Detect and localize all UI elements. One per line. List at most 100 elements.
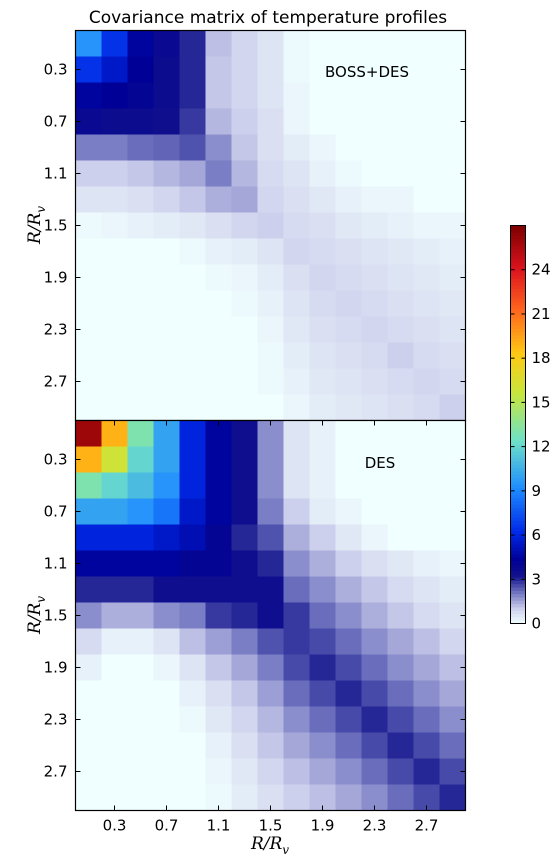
heatmap-cell-bottom-r9-c5: [205, 654, 232, 681]
heatmap-cell-top-r12-c6: [231, 342, 258, 369]
x-axis-label: R/Rv: [250, 834, 289, 857]
heatmap-cell-bottom-r10-c4: [179, 680, 206, 707]
heatmap-cell-bottom-r9-c12: [387, 654, 414, 681]
heatmap-cell-top-r7-c4: [179, 212, 206, 239]
heatmap-cell-top-r4-c14: [439, 134, 466, 161]
heatmap-cell-top-r12-c4: [179, 342, 206, 369]
heatmap-cell-bottom-r10-c14: [439, 680, 466, 707]
heatmap-cell-top-r2-c1: [101, 82, 128, 109]
heatmap-cell-top-r12-c12: [387, 342, 414, 369]
colorbar-segment: [510, 225, 526, 230]
colorbar-segment: [510, 444, 526, 449]
heatmap-cell-bottom-r13-c4: [179, 758, 206, 785]
heatmap-cell-bottom-r8-c12: [387, 628, 414, 655]
heatmap-cell-top-r9-c2: [127, 264, 154, 291]
heatmap-cell-top-r2-c0: [75, 82, 102, 109]
colorbar: 0 3 6 9 12 15 18 21 24: [510, 225, 551, 633]
y-tick-label-bottom: 2.3: [44, 711, 68, 729]
colorbar-tick-label: 15: [532, 393, 551, 411]
heatmap-cell-top-r8-c11: [361, 238, 388, 265]
heatmap-cell-top-r3-c3: [153, 108, 180, 135]
heatmap-cell-top-r10-c12: [387, 290, 414, 317]
heatmap-cell-bottom-r14-c0: [75, 784, 102, 811]
heatmap-cell-top-r9-c10: [335, 264, 362, 291]
heatmap-cell-bottom-r7-c3: [153, 602, 180, 629]
heatmap-cell-top-r2-c4: [179, 82, 206, 109]
heatmap-cell-top-r9-c6: [231, 264, 258, 291]
colorbar-segment: [510, 530, 526, 535]
heatmap-cell-bottom-r5-c8: [283, 550, 310, 577]
heatmap-cell-top-r9-c1: [101, 264, 128, 291]
heatmap-cell-bottom-r12-c2: [127, 732, 154, 759]
heatmap-cell-top-r3-c6: [231, 108, 258, 135]
heatmap-cell-bottom-r3-c5: [205, 498, 232, 525]
colorbar-segment: [510, 381, 526, 386]
heatmap-cell-top-r2-c5: [205, 82, 232, 109]
colorbar-segment: [510, 537, 526, 542]
heatmap-cell-bottom-r4-c10: [335, 524, 362, 551]
heatmap-cell-bottom-r14-c8: [283, 784, 310, 811]
colorbar-segment: [510, 606, 526, 611]
heatmap-cell-bottom-r6-c7: [257, 576, 284, 603]
heatmap-cell-bottom-r5-c10: [335, 550, 362, 577]
colorbar-segment: [510, 514, 526, 518]
heatmap-cell-top-r1-c5: [205, 56, 232, 83]
heatmap-cell-bottom-r10-c1: [101, 680, 128, 707]
heatmap-cell-bottom-r2-c4: [179, 472, 206, 499]
heatmap-cell-top-r13-c1: [101, 368, 128, 395]
heatmap-cell-top-r4-c4: [179, 134, 206, 161]
heatmap-cell-top-r13-c8: [283, 368, 310, 395]
heatmap-cell-bottom-r7-c7: [257, 602, 284, 629]
colorbar-segment: [510, 431, 526, 435]
heatmap-cell-top-r8-c6: [231, 238, 258, 265]
colorbar-segment: [510, 517, 526, 522]
heatmap-cell-bottom-r10-c9: [309, 680, 336, 707]
heatmap-cell-top-r3-c7: [257, 108, 284, 135]
heatmap-cell-top-r3-c12: [387, 108, 414, 135]
heatmap-cell-bottom-r12-c4: [179, 732, 206, 759]
heatmap-cell-top-r3-c8: [283, 108, 310, 135]
y-axis-label-bottom: R/Rv: [25, 596, 48, 635]
heatmap-panel-top: 0.3 0.7 1.1 1.5 1.9 2.3 2.7 BOSS+DES R/Rv: [25, 29, 467, 422]
heatmap-cell-bottom-r2-c0: [75, 472, 102, 499]
heatmap-cell-top-r5-c3: [153, 160, 180, 187]
heatmap-cell-bottom-r7-c8: [283, 602, 310, 629]
heatmap-cell-top-r14-c11: [361, 394, 388, 421]
colorbar-segment: [510, 540, 526, 545]
heatmap-cell-top-r6-c8: [283, 186, 310, 213]
heatmap-cell-bottom-r7-c6: [231, 602, 258, 629]
colorbar-segment: [510, 613, 526, 618]
heatmap-cell-bottom-r10-c12: [387, 680, 414, 707]
heatmap-cell-bottom-r4-c9: [309, 524, 336, 551]
colorbar-segment: [510, 248, 526, 253]
colorbar-tick-label: 9: [532, 482, 542, 500]
heatmap-cell-bottom-r6-c9: [309, 576, 336, 603]
colorbar-segment: [510, 484, 526, 489]
heatmap-cell-top-r2-c13: [413, 82, 440, 109]
heatmap-cell-bottom-r10-c5: [205, 680, 232, 707]
x-tick-label: 1.9: [311, 817, 335, 835]
colorbar-segment: [510, 285, 526, 290]
heatmap-cell-top-r12-c0: [75, 342, 102, 369]
heatmap-cell-bottom-r11-c9: [309, 706, 336, 733]
heatmap-cell-top-r5-c9: [309, 160, 336, 187]
colorbar-segment: [510, 577, 526, 581]
colorbar-segment: [510, 464, 526, 469]
heatmap-cell-bottom-r6-c5: [205, 576, 232, 603]
heatmap-cell-top-r3-c10: [335, 108, 362, 135]
colorbar-segment: [510, 331, 526, 336]
heatmap-cell-bottom-r2-c8: [283, 472, 310, 499]
heatmap-cell-top-r5-c5: [205, 160, 232, 187]
heatmap-cell-top-r10-c3: [153, 290, 180, 317]
heatmap-cell-top-r2-c10: [335, 82, 362, 109]
colorbar-segment: [510, 325, 526, 329]
panel-annotation-des: DES: [365, 454, 396, 472]
colorbar-segment: [510, 235, 526, 240]
heatmap-cell-top-r13-c9: [309, 368, 336, 395]
heatmap-cell-top-r14-c8: [283, 394, 310, 421]
colorbar-segment: [510, 480, 526, 485]
heatmap-cell-bottom-r4-c4: [179, 524, 206, 551]
heatmap-cell-top-r1-c6: [231, 56, 258, 83]
heatmap-cell-bottom-r11-c4: [179, 706, 206, 733]
heatmap-cell-bottom-r8-c4: [179, 628, 206, 655]
